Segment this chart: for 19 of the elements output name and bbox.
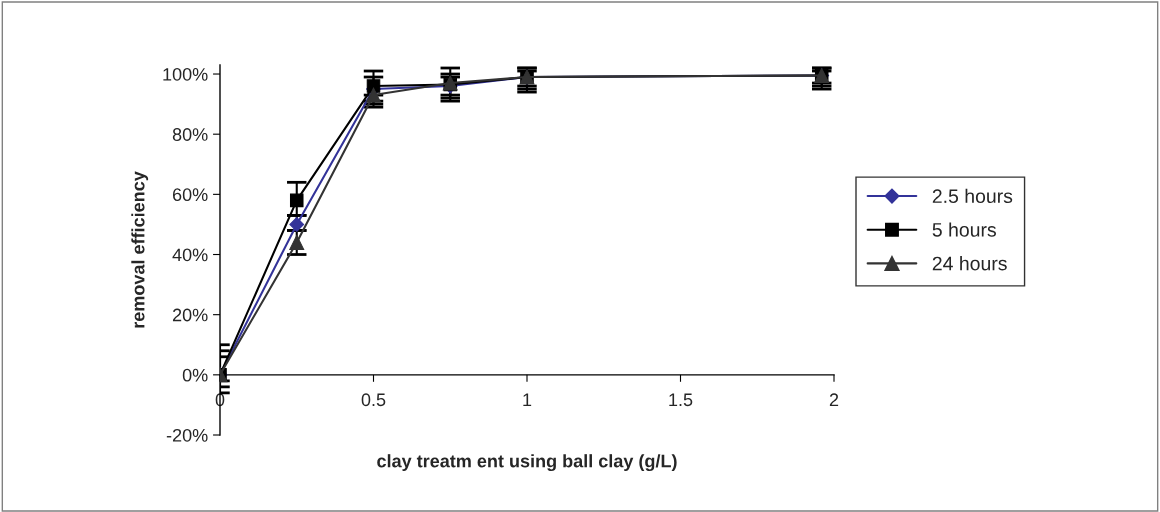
point <box>289 193 304 208</box>
x-tick-label: 1.5 <box>669 393 693 407</box>
y-tick-label: -20% <box>166 428 208 442</box>
point <box>366 79 381 93</box>
y-tick-label: 20% <box>172 308 208 322</box>
legend-label: 24 hours <box>932 256 1007 271</box>
x-axis-title: clay treatm ent using ball clay (g/L) <box>377 454 677 472</box>
y-axis-title: removal efficiency <box>131 171 149 328</box>
y-tick-label: 60% <box>172 188 208 202</box>
legend-label: 5 hours <box>932 222 996 237</box>
legend-label: 2.5 hours <box>932 188 1013 204</box>
x-tick-label: 0.5 <box>361 393 386 407</box>
point <box>289 235 305 250</box>
y-tick-label: 100% <box>163 67 208 81</box>
y-tick-label: 80% <box>172 128 208 141</box>
x-tick-label: 2 <box>829 393 839 406</box>
y-tick-label: 0% <box>182 368 208 382</box>
y-tick-label: 40% <box>172 248 208 262</box>
x-tick-label: 1 <box>523 393 532 406</box>
